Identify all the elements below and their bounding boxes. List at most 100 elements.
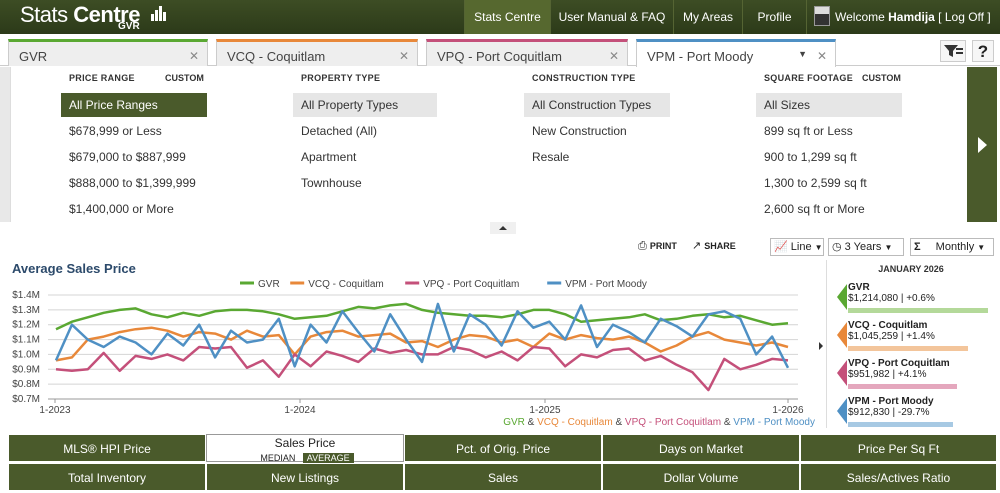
series-line-1 — [55, 302, 789, 331]
close-icon[interactable]: ✕ — [608, 49, 619, 63]
nav-my-areas[interactable]: My Areas — [673, 0, 742, 34]
period-select[interactable]: Σ Monthly ▼ — [910, 238, 994, 256]
price-option[interactable]: $1,400,000 or More — [69, 202, 174, 216]
metric-days-on-market[interactable]: Days on Market — [602, 434, 800, 462]
summary-vpq[interactable]: VPQ - Port Coquitlam $951,982 | +4.1% — [837, 358, 992, 389]
x-tick-label: 1-2026 — [772, 405, 804, 416]
metric-total-inventory[interactable]: Total Inventory — [8, 463, 206, 491]
logo-bars-icon — [151, 6, 169, 21]
average-toggle[interactable]: AVERAGE — [302, 453, 354, 464]
filter-panel: PRICE RANGE CUSTOM All Price Ranges $678… — [10, 67, 967, 222]
construction-option[interactable]: New Construction — [532, 124, 627, 138]
caret-down-icon: ▼ — [814, 243, 823, 252]
chart-type-select[interactable]: 📈 Line ▼ — [770, 238, 824, 256]
summary-vpm[interactable]: VPM - Port Moody $912,830 | -29.7% — [837, 396, 992, 427]
avatar — [814, 6, 830, 26]
metric-new-listings[interactable]: New Listings — [206, 463, 404, 491]
sigma-icon: Σ — [914, 241, 921, 253]
tab-gvr[interactable]: GVR ✕ — [8, 39, 208, 66]
filter-property-type: PROPERTY TYPE All Property Types Detache… — [293, 67, 443, 222]
nav-user-manual[interactable]: User Manual & FAQ — [550, 0, 673, 34]
y-tick-label: $0.7M — [12, 394, 40, 405]
metric-price-per-sqft[interactable]: Price Per Sq Ft — [800, 434, 997, 462]
tab-vpm[interactable]: VPM - Port Moody ▼ ✕ — [636, 39, 836, 67]
metric-hpi[interactable]: MLS® HPI Price — [8, 434, 206, 462]
median-toggle[interactable]: MEDIAN — [260, 453, 296, 463]
y-tick-label: $1.0M — [12, 349, 40, 360]
line-chart-icon: 📈 — [774, 241, 788, 253]
summary-panel: JANUARY 2026 GVR $1,214,080 | +0.6% VCQ … — [826, 260, 994, 428]
tab-vpq[interactable]: VPQ - Port Coquitlam ✕ — [426, 39, 628, 66]
summary-bar — [848, 384, 958, 389]
welcome-area: Welcome Hamdija [ Log Off ] — [806, 0, 1000, 34]
caret-down-icon: ▼ — [977, 243, 986, 252]
nav-profile[interactable]: Profile — [742, 0, 806, 34]
sqft-option[interactable]: 899 sq ft or Less — [764, 124, 853, 138]
range-select[interactable]: ◷ 3 Years ▼ — [828, 238, 904, 256]
share-icon: ↗ — [692, 240, 702, 252]
metric-sales-actives-ratio[interactable]: Sales/Actives Ratio — [800, 463, 997, 491]
x-tick-label: 1-2024 — [284, 405, 316, 416]
filter-square-footage: SQUARE FOOTAGE CUSTOM All Sizes 899 sq f… — [756, 67, 906, 222]
property-option[interactable]: Detached (All) — [301, 124, 378, 138]
help-icon[interactable]: ? — [972, 40, 994, 62]
logoff-link[interactable]: [ Log Off ] — [938, 10, 991, 24]
construction-all[interactable]: All Construction Types — [524, 93, 670, 117]
legend-label: GVR — [258, 279, 280, 290]
x-tick-label: 1-2023 — [39, 405, 71, 416]
price-option[interactable]: $679,000 to $887,999 — [69, 150, 186, 164]
marker-icon — [837, 322, 847, 348]
caret-down-icon[interactable]: ▼ — [798, 49, 807, 59]
price-option[interactable]: $678,999 or Less — [69, 124, 162, 138]
property-option[interactable]: Townhouse — [301, 176, 362, 190]
custom-sqft-link[interactable]: CUSTOM — [862, 73, 901, 83]
property-option[interactable]: Apartment — [301, 150, 357, 164]
price-all[interactable]: All Price Ranges — [61, 93, 207, 117]
marker-icon — [837, 360, 847, 386]
legend-label: VPM - Port Moody — [565, 279, 647, 290]
footer-legend: GVR & VCQ - Coquitlam & VPQ - Port Coqui… — [503, 417, 815, 428]
y-tick-label: $1.2M — [12, 320, 40, 331]
next-filters-arrow[interactable] — [967, 67, 997, 222]
print-button[interactable]: ⎙ PRINT — [638, 238, 686, 256]
collapse-filters-icon[interactable] — [490, 222, 516, 234]
sqft-option[interactable]: 1,300 to 2,599 sq ft — [764, 176, 867, 190]
metric-selector: MLS® HPI Price Sales Price MEDIAN AVERAG… — [8, 434, 997, 492]
metric-sales-price[interactable]: Sales Price MEDIAN AVERAGE — [206, 434, 404, 464]
sqft-option[interactable]: 2,600 sq ft or More — [764, 202, 865, 216]
top-bar: Stats Centre GVR Stats Centre User Manua… — [0, 0, 1000, 34]
summary-gvr[interactable]: GVR $1,214,080 | +0.6% — [837, 282, 992, 313]
legend-label: VPQ - Port Coquitlam — [423, 279, 519, 290]
y-tick-label: $0.8M — [12, 379, 40, 390]
series-line-4 — [54, 302, 790, 369]
metric-dollar-volume[interactable]: Dollar Volume — [602, 463, 800, 491]
tab-vcq[interactable]: VCQ - Coquitlam ✕ — [216, 39, 418, 66]
metric-pct-orig[interactable]: Pct. of Orig. Price — [404, 434, 602, 462]
marker-icon — [837, 284, 847, 310]
series-line-2 — [55, 326, 789, 362]
filter-icon[interactable] — [940, 40, 966, 62]
summary-vcq[interactable]: VCQ - Coquitlam $1,045,259 | +1.4% — [837, 320, 992, 351]
nav-stats-centre[interactable]: Stats Centre — [464, 0, 550, 34]
price-option[interactable]: $888,000 to $1,399,999 — [69, 176, 196, 190]
logo[interactable]: Stats Centre — [20, 2, 140, 27]
area-tabs: GVR ✕ VCQ - Coquitlam ✕ VPQ - Port Coquitl… — [0, 34, 1000, 67]
legend-label: VCQ - Coquitlam — [308, 279, 384, 290]
construction-option[interactable]: Resale — [532, 150, 570, 164]
filter-construction-type: CONSTRUCTION TYPE All Construction Types… — [524, 67, 674, 222]
share-button[interactable]: ↗ SHARE — [692, 238, 744, 256]
close-icon[interactable]: ✕ — [398, 49, 409, 63]
summary-bar — [848, 308, 988, 313]
y-tick-label: $1.4M — [12, 290, 40, 301]
y-tick-label: $1.3M — [12, 305, 40, 316]
sqft-all[interactable]: All Sizes — [756, 93, 902, 117]
close-icon[interactable]: ✕ — [188, 49, 199, 63]
metric-sales[interactable]: Sales — [404, 463, 602, 491]
property-all[interactable]: All Property Types — [293, 93, 437, 117]
filter-price-range: PRICE RANGE CUSTOM All Price Ranges $678… — [61, 67, 211, 222]
filters-left-strip — [0, 67, 10, 222]
custom-price-link[interactable]: CUSTOM — [165, 73, 204, 83]
close-icon[interactable]: ✕ — [816, 49, 827, 63]
y-tick-label: $0.9M — [12, 364, 40, 375]
sqft-option[interactable]: 900 to 1,299 sq ft — [764, 150, 857, 164]
